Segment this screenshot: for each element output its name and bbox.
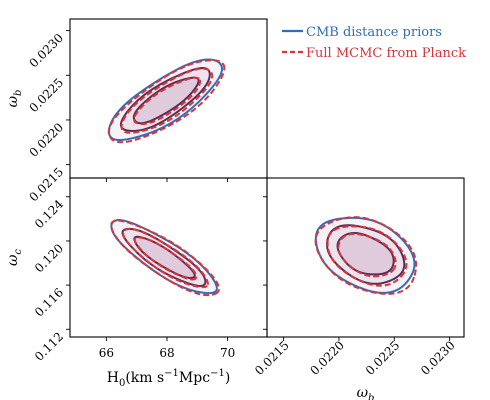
contours-H0_vs_omega_c <box>110 219 221 297</box>
mcmc-contour-level-2 <box>120 67 214 134</box>
ytick-label-H0_vs_omega_b: 0.0230 <box>27 31 67 71</box>
ytick-label-H0_vs_omega_b: 0.0220 <box>27 120 67 160</box>
xtick-label-omega_b_vs_omega_c: 0.0220 <box>307 338 347 378</box>
panel-omega_b_vs_omega_c: 0.0215 0.0220 0.0225 0.0230 ωb <box>252 177 465 400</box>
fill-level-1 <box>337 233 394 275</box>
mcmc-contour-level-2 <box>122 227 209 289</box>
mcmc-contour-level-2 <box>326 225 408 287</box>
ytick-label-H0_vs_omega_c: 0.112 <box>32 329 66 363</box>
xtick-label-H0_vs_omega_c: 66 <box>99 346 114 360</box>
mcmc-contour-level-1 <box>133 236 198 281</box>
frame-omega_b_vs_omega_c <box>266 177 465 338</box>
contours-omega_b_vs_omega_c <box>314 216 418 295</box>
priors-contour-level-3 <box>314 216 416 294</box>
legend: CMB distance priors Full MCMC from Planc… <box>282 25 466 61</box>
xtick-label-omega_b_vs_omega_c: 0.0225 <box>363 338 403 378</box>
mcmc-contour-level-1 <box>337 232 397 278</box>
ylabel-H0_vs_omega_c: ωc <box>5 249 24 266</box>
xtick-label-omega_b_vs_omega_c: 0.0230 <box>418 338 458 378</box>
mcmc-contour-level-1 <box>133 76 202 126</box>
ytick-label-H0_vs_omega_b: 0.0215 <box>27 165 67 205</box>
ytick-label-H0_vs_omega_c: 0.116 <box>32 285 66 319</box>
ytick-label-H0_vs_omega_b: 0.0225 <box>27 75 67 115</box>
mcmc-contour-level-3 <box>110 219 221 297</box>
legend-label-priors: CMB distance priors <box>306 25 442 40</box>
xlabel-omega_b_vs_omega_c: ωb <box>357 385 375 400</box>
mcmc-contour-level-3 <box>314 216 418 295</box>
xtick-label-H0_vs_omega_c: 70 <box>220 346 235 360</box>
ylabel-H0_vs_omega_b: ωb <box>5 90 24 108</box>
xlabel-H0_vs_omega_c: H0(km s−1Mpc−1) <box>107 368 231 389</box>
fill-level-1 <box>134 236 195 278</box>
legend-label-mcmc: Full MCMC from Planck <box>306 46 466 61</box>
ytick-label-H0_vs_omega_c: 0.120 <box>32 241 66 275</box>
xtick-label-H0_vs_omega_c: 68 <box>159 346 174 360</box>
xtick-label-omega_b_vs_omega_c: 0.0215 <box>252 338 292 378</box>
fill-level-1 <box>133 77 199 124</box>
contours-H0_vs_omega_b <box>107 58 226 144</box>
mcmc-contour-level-3 <box>107 59 226 144</box>
